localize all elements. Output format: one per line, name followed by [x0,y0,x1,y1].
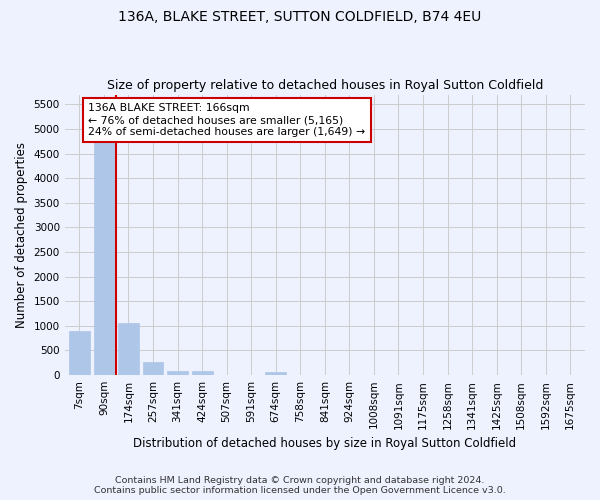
Bar [94,104,115,375]
Bar [69,331,90,375]
Bar [118,323,139,375]
Bar [167,370,188,375]
Text: Contains HM Land Registry data © Crown copyright and database right 2024.
Contai: Contains HM Land Registry data © Crown c… [94,476,506,495]
Bar [191,371,212,375]
X-axis label: Distribution of detached houses by size in Royal Sutton Coldfield: Distribution of detached houses by size … [133,437,517,450]
Title: Size of property relative to detached houses in Royal Sutton Coldfield: Size of property relative to detached ho… [107,79,543,92]
Text: 136A BLAKE STREET: 166sqm
← 76% of detached houses are smaller (5,165)
24% of se: 136A BLAKE STREET: 166sqm ← 76% of detac… [88,104,365,136]
Bar [143,362,163,375]
Text: 136A, BLAKE STREET, SUTTON COLDFIELD, B74 4EU: 136A, BLAKE STREET, SUTTON COLDFIELD, B7… [118,10,482,24]
Bar [265,372,286,375]
Y-axis label: Number of detached properties: Number of detached properties [15,142,28,328]
